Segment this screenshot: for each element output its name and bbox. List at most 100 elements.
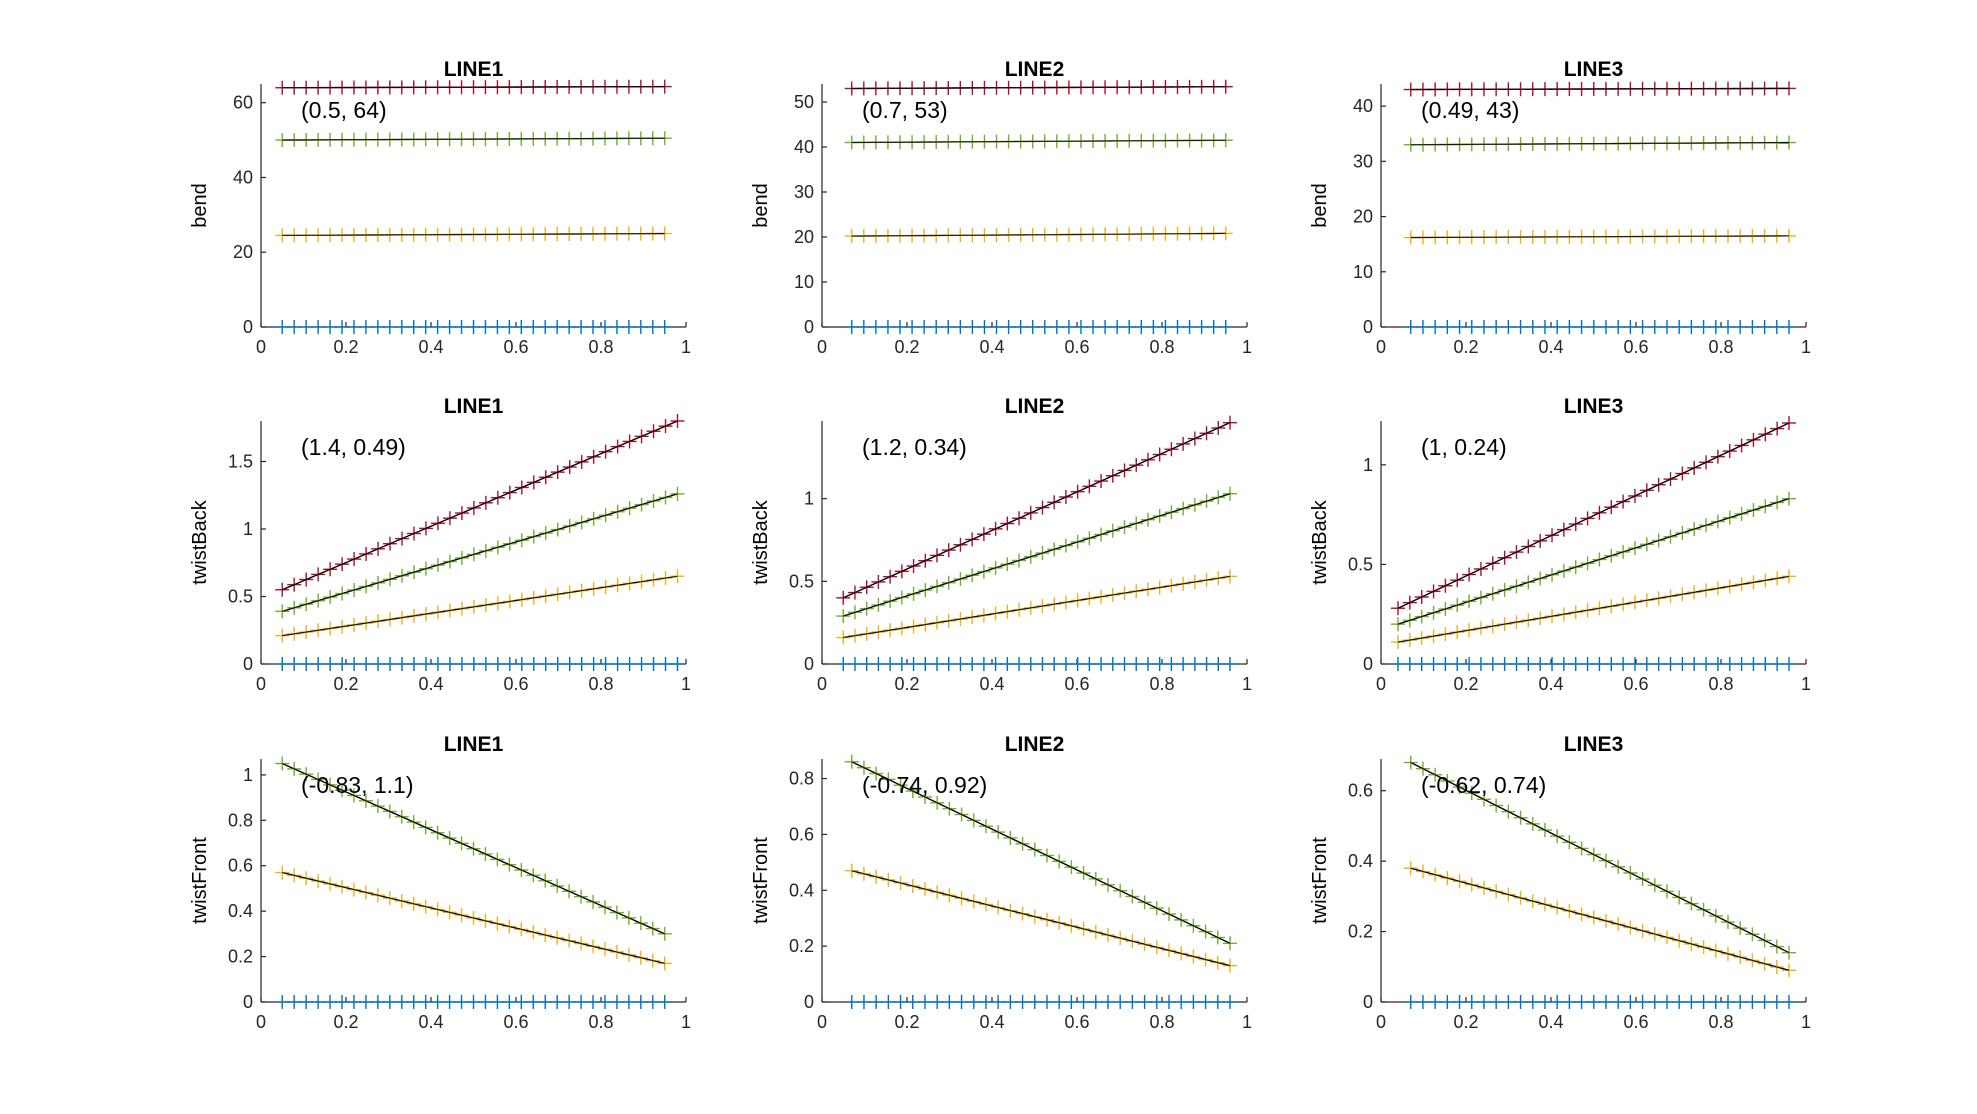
data-point (989, 320, 1004, 334)
subplot-title: LINE1 (444, 733, 504, 756)
data-point (1415, 995, 1430, 1009)
data-point (1450, 657, 1465, 671)
x-tick-label: 0.4 (1538, 337, 1563, 357)
fit-annotation: (-0.62, 0.74) (1421, 772, 1546, 798)
data-point (502, 320, 517, 334)
x-tick-label: 0.8 (1149, 1012, 1174, 1032)
x-tick-label: 0.4 (1538, 674, 1563, 694)
data-point (1769, 995, 1784, 1009)
data-point (335, 657, 350, 671)
y-tick-label: 0.2 (228, 947, 253, 967)
data-point (1550, 995, 1565, 1009)
data-point (1696, 995, 1711, 1009)
y-tick-label: 10 (1353, 262, 1373, 282)
data-point (1604, 657, 1619, 671)
data-point (1403, 995, 1418, 1009)
data-point (1218, 320, 1233, 334)
fit-annotation: (0.49, 43) (1421, 97, 1519, 123)
data-point (1082, 657, 1097, 671)
x-tick-label: 0.6 (1064, 674, 1089, 694)
data-point (526, 320, 541, 334)
data-point (1699, 657, 1714, 671)
data-point (1545, 657, 1560, 671)
data-point (1556, 657, 1571, 671)
data-point (1098, 320, 1113, 334)
data-point (514, 995, 529, 1009)
data-point (1708, 995, 1723, 1009)
data-point (454, 657, 469, 671)
data-point (383, 657, 398, 671)
data-point (1073, 320, 1088, 334)
data-point (646, 657, 661, 671)
data-point (466, 657, 481, 671)
data-point (1064, 995, 1079, 1009)
data-point (1627, 657, 1642, 671)
data-point (856, 995, 871, 1009)
data-point (953, 657, 968, 671)
y-tick-label: 20 (233, 242, 253, 262)
data-point (966, 995, 981, 1009)
subplot-title: LINE2 (1005, 395, 1065, 418)
data-point (287, 320, 302, 334)
data-point (942, 995, 957, 1009)
data-point (275, 995, 290, 1009)
data-point (1651, 657, 1666, 671)
x-tick-label: 0.4 (418, 674, 443, 694)
data-point (856, 320, 871, 334)
x-tick-label: 0.2 (894, 1012, 919, 1032)
data-point (906, 657, 921, 671)
data-point (1537, 320, 1552, 334)
data-point (1170, 320, 1185, 334)
data-point (323, 657, 338, 671)
subplot-1: 0 0.2 0.4 0.6 0.8 1 0 20 40 60 LINE1 bend (0.5, 64) (189, 58, 691, 357)
data-point (1049, 320, 1064, 334)
data-point (1134, 320, 1149, 334)
y-tick-label: 30 (1353, 151, 1373, 171)
x-tick-label: 0 (1376, 337, 1386, 357)
data-point (905, 320, 920, 334)
y-tick-label: 0.8 (789, 769, 814, 789)
x-tick-label: 1 (1242, 337, 1252, 357)
data-point (358, 320, 373, 334)
fit-annotation: (-0.83, 1.1) (301, 772, 414, 798)
fit-annotation: (0.7, 53) (862, 97, 948, 123)
fit-annotation: (1.2, 0.34) (862, 434, 967, 460)
x-tick-label: 0.8 (588, 337, 613, 357)
data-point (1161, 995, 1176, 1009)
data-point (1509, 657, 1524, 671)
x-tick-label: 0 (256, 1012, 266, 1032)
data-point (466, 995, 481, 1009)
data-point (609, 320, 624, 334)
data-point (1391, 657, 1405, 671)
fit-line-overlay (1397, 498, 1790, 625)
data-point (562, 995, 577, 1009)
fit-line-overlay (851, 139, 1226, 144)
y-tick-label: 0.4 (228, 901, 253, 921)
data-point (1122, 320, 1137, 334)
data-point (1211, 657, 1226, 671)
y-axis-label: twistFront (750, 837, 772, 924)
data-point (1025, 320, 1040, 334)
y-axis-label: twistBack (189, 499, 211, 584)
data-point (1137, 995, 1152, 1009)
data-point (905, 995, 920, 1009)
data-point (526, 657, 541, 671)
subplot-7: 0 0.2 0.4 0.6 0.8 1 0 0.2 0.4 0.6 0.8 1 LINE1 twistFr… (189, 733, 691, 1032)
data-point (1414, 657, 1429, 671)
fit-line-overlay (1410, 762, 1790, 954)
data-point (526, 995, 541, 1009)
fit-line-overlay (1410, 235, 1790, 239)
data-point (1452, 995, 1467, 1009)
fit-line-overlay (1397, 575, 1790, 643)
data-point (1639, 657, 1654, 671)
y-tick-label: 1 (804, 489, 814, 509)
subplot-4: 0 0.2 0.4 0.6 0.8 1 0 0.5 1 1.5 LINE1 twistBack (1.4… (189, 395, 691, 694)
data-point (394, 320, 409, 334)
y-tick-label: 40 (233, 167, 253, 187)
data-point (395, 657, 410, 671)
fit-line-overlay (843, 422, 1231, 599)
x-tick-label: 0.8 (1708, 674, 1733, 694)
data-point (1769, 320, 1784, 334)
data-point (953, 320, 968, 334)
